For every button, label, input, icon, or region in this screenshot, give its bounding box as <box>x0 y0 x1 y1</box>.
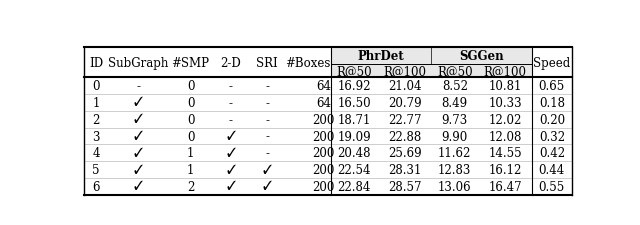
Text: 0.55: 0.55 <box>539 180 565 193</box>
Text: ✓: ✓ <box>226 131 236 142</box>
Text: 200: 200 <box>312 130 335 143</box>
Text: -: - <box>229 113 233 126</box>
Text: R@50: R@50 <box>337 65 372 78</box>
Text: 0.32: 0.32 <box>539 130 565 143</box>
Text: 64: 64 <box>316 97 331 110</box>
Text: 0: 0 <box>187 97 195 110</box>
Text: ✓: ✓ <box>134 97 143 109</box>
Text: 28.57: 28.57 <box>388 180 421 193</box>
Text: 12.08: 12.08 <box>488 130 522 143</box>
Text: 4: 4 <box>92 147 100 160</box>
Text: ✓: ✓ <box>226 181 236 193</box>
Text: 19.09: 19.09 <box>337 130 371 143</box>
Text: ✓: ✓ <box>134 164 143 176</box>
Text: 25.69: 25.69 <box>388 147 421 160</box>
Text: 64: 64 <box>316 80 331 93</box>
Text: 16.50: 16.50 <box>337 97 371 110</box>
Text: 22.88: 22.88 <box>388 130 421 143</box>
Text: -: - <box>265 147 269 160</box>
Text: 13.06: 13.06 <box>438 180 472 193</box>
Text: 11.62: 11.62 <box>438 147 472 160</box>
Text: -: - <box>136 80 141 93</box>
Text: ✓: ✓ <box>262 164 272 176</box>
Text: 200: 200 <box>312 147 335 160</box>
Text: -: - <box>265 130 269 143</box>
Text: 9.73: 9.73 <box>442 113 468 126</box>
Text: ✓: ✓ <box>134 131 143 142</box>
Bar <box>331 48 532 78</box>
Text: R@100: R@100 <box>484 65 527 78</box>
Text: R@100: R@100 <box>383 65 426 78</box>
Text: 1: 1 <box>187 147 194 160</box>
Text: 20.48: 20.48 <box>337 147 371 160</box>
Text: 6: 6 <box>92 180 100 193</box>
Text: 0: 0 <box>187 113 195 126</box>
Text: 10.81: 10.81 <box>488 80 522 93</box>
Text: -: - <box>229 97 233 110</box>
Text: ✓: ✓ <box>226 147 236 159</box>
Text: 16.92: 16.92 <box>337 80 371 93</box>
Text: 16.47: 16.47 <box>488 180 522 193</box>
Text: 200: 200 <box>312 164 335 176</box>
Text: 200: 200 <box>312 113 335 126</box>
Text: ID: ID <box>89 56 103 69</box>
Text: ✓: ✓ <box>134 181 143 193</box>
Text: 0.42: 0.42 <box>539 147 565 160</box>
Text: PhrDet: PhrDet <box>358 50 404 63</box>
Text: 2: 2 <box>92 113 100 126</box>
Text: -: - <box>265 80 269 93</box>
Text: 200: 200 <box>312 180 335 193</box>
Text: -: - <box>265 113 269 126</box>
Text: ✓: ✓ <box>134 114 143 126</box>
Text: 22.84: 22.84 <box>337 180 371 193</box>
Text: 1: 1 <box>92 97 100 110</box>
Text: 20.79: 20.79 <box>388 97 421 110</box>
Text: 0: 0 <box>187 80 195 93</box>
Text: 18.71: 18.71 <box>337 113 371 126</box>
Text: 22.77: 22.77 <box>388 113 421 126</box>
Text: 2: 2 <box>187 180 194 193</box>
Text: 0.44: 0.44 <box>539 164 565 176</box>
Text: 12.02: 12.02 <box>488 113 522 126</box>
Text: ✓: ✓ <box>226 164 236 176</box>
Text: 10.33: 10.33 <box>488 97 522 110</box>
Text: SGGen: SGGen <box>459 50 504 63</box>
Text: R@50: R@50 <box>437 65 472 78</box>
Text: 0.20: 0.20 <box>539 113 565 126</box>
Text: 8.49: 8.49 <box>442 97 468 110</box>
Text: 22.54: 22.54 <box>337 164 371 176</box>
Text: ✓: ✓ <box>134 147 143 159</box>
Text: Speed: Speed <box>533 56 570 69</box>
Text: 21.04: 21.04 <box>388 80 421 93</box>
Text: SRI: SRI <box>256 56 278 69</box>
Text: 0: 0 <box>92 80 100 93</box>
Text: 1: 1 <box>187 164 194 176</box>
Text: 0.18: 0.18 <box>539 97 565 110</box>
Text: 0.65: 0.65 <box>539 80 565 93</box>
Text: ✓: ✓ <box>262 181 272 193</box>
Text: -: - <box>265 97 269 110</box>
Text: 12.83: 12.83 <box>438 164 472 176</box>
Text: #SMP: #SMP <box>172 56 209 69</box>
Text: SubGraph: SubGraph <box>108 56 169 69</box>
Text: 14.55: 14.55 <box>488 147 522 160</box>
Text: 8.52: 8.52 <box>442 80 468 93</box>
Text: 9.90: 9.90 <box>442 130 468 143</box>
Text: 28.31: 28.31 <box>388 164 421 176</box>
Text: #Boxes: #Boxes <box>285 56 330 69</box>
Text: 16.12: 16.12 <box>488 164 522 176</box>
Text: 3: 3 <box>92 130 100 143</box>
Text: 2-D: 2-D <box>221 56 241 69</box>
Text: 0: 0 <box>187 130 195 143</box>
Text: 5: 5 <box>92 164 100 176</box>
Text: -: - <box>229 80 233 93</box>
